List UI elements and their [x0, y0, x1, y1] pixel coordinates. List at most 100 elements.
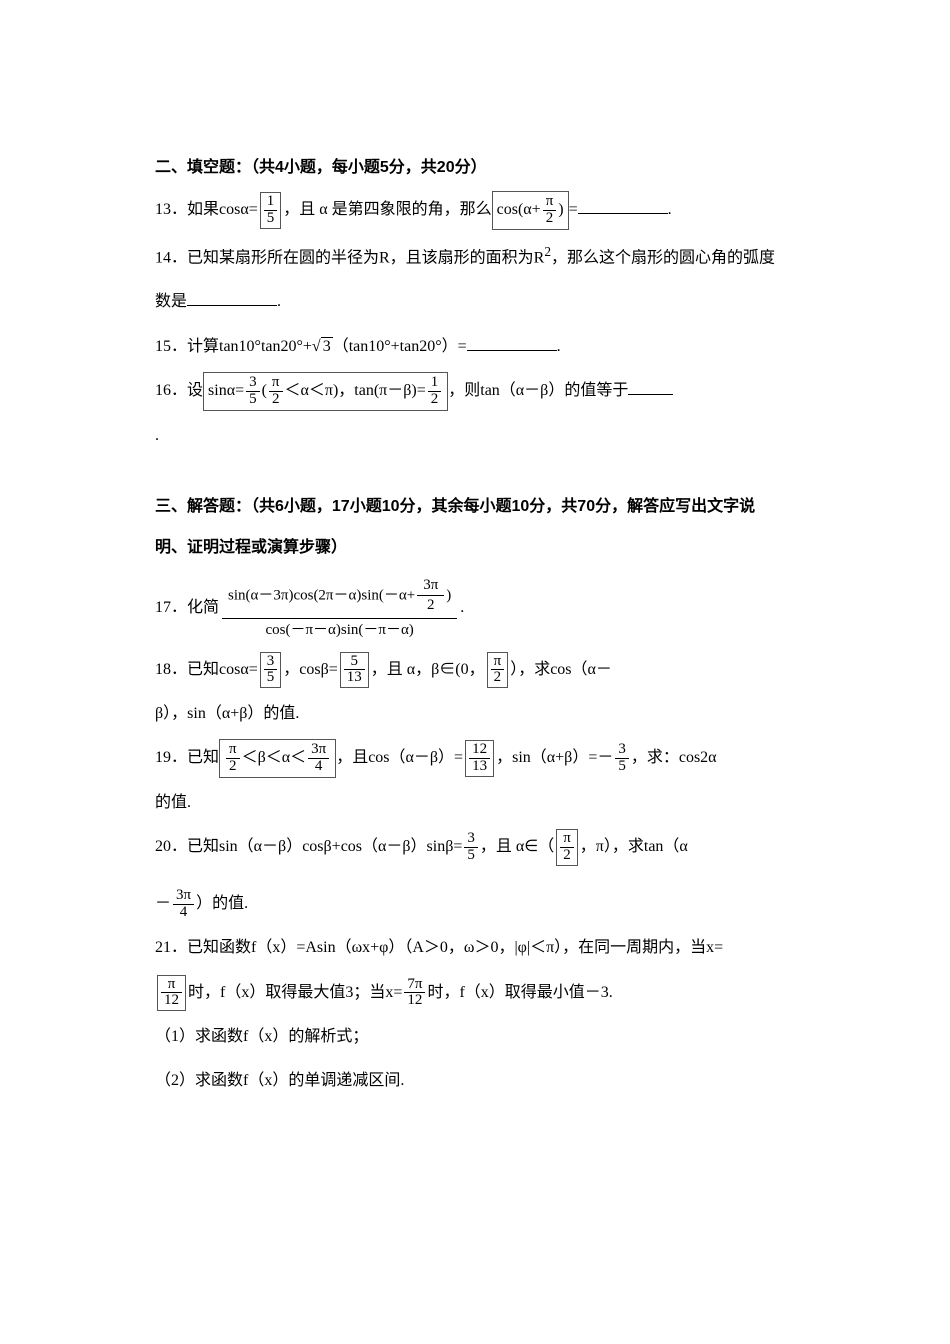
q20-l2post: ）的值.	[196, 895, 248, 912]
q16-f3n: 1	[428, 375, 442, 392]
q14-l1b: ，那么这个扇形的圆心角的弧度	[551, 249, 775, 266]
q16: 16．设sinα=35(π2＜α＜π)，tan(π－β)=12，则tan（α－β…	[155, 372, 795, 411]
q20-f1: 35	[464, 831, 478, 864]
q19-m1: ，且cos（α－β）=	[336, 749, 463, 766]
q21-sub1: （1）求函数f（x）的解析式；	[155, 1018, 795, 1056]
q17-nf-d: 2	[417, 596, 444, 616]
q19-f2n: 3π	[308, 742, 329, 759]
q18-f1d: 5	[264, 670, 278, 686]
q19: 19．已知π2＜β＜α＜3π4，且cos（α－β）=1213，sin（α+β）=…	[155, 739, 795, 778]
q19-line2: 的值.	[155, 784, 795, 822]
q19-f1n: π	[226, 742, 240, 759]
q17-num: sin(α－3π)cos(2π－α)sin(－α+3π2)	[222, 574, 457, 620]
q18-f2: 513	[340, 652, 369, 689]
q13-frac1-den: 5	[264, 211, 278, 227]
q18-m3: ），求cos（α－	[510, 661, 612, 678]
q20-f3d: 4	[173, 905, 194, 921]
q14-blank	[187, 289, 277, 306]
q17-period: .	[460, 599, 464, 616]
q18-f1n: 3	[264, 654, 278, 671]
q20-prefix: 20．已知sin（α－β）cosβ+cos（α－β）sinβ=	[155, 838, 462, 855]
q18-f2d: 13	[344, 670, 365, 686]
q19-f4n: 3	[615, 742, 629, 759]
q13-frac1: 15	[260, 192, 282, 229]
q13-expr-l: cos(α+	[497, 201, 541, 218]
q13-mid: ，且 α 是第四象限的角，那么	[283, 201, 491, 218]
q20-f2d: 2	[560, 848, 574, 864]
q13-expr-frac: π2	[543, 194, 557, 227]
q17-den: cos(－π－α)sin(－π－α)	[222, 619, 457, 643]
q18-prefix: 18．已知cosα=	[155, 661, 258, 678]
section2-title: 二、填空题：（共4小题，每小题5分，共20分）	[155, 150, 795, 185]
q15-prefix: 15．计算tan10°tan20°+	[155, 338, 312, 355]
q21-f2n: 7π	[404, 977, 425, 994]
q20: 20．已知sin（α－β）cosβ+cos（α－β）sinβ=35，且 α∈（π…	[155, 828, 795, 866]
q16-period: .	[155, 427, 159, 444]
q19-f3n: 12	[469, 742, 490, 759]
q14-l1a: 14．已知某扇形所在圆的半径为R，且该扇形的面积为R	[155, 249, 544, 266]
q18-f3: π2	[487, 652, 509, 689]
q19-lt: ＜β＜α＜	[242, 749, 307, 766]
q16-tail: ，则tan（α－β）的值等于	[448, 382, 628, 399]
q19-f3: 1213	[465, 740, 494, 777]
q21-f2: 7π12	[404, 977, 425, 1010]
q17-num-frac: 3π2	[417, 576, 444, 617]
q16-f3d: 2	[428, 392, 442, 408]
q13: 13．如果cosα=15，且 α 是第四象限的角，那么cos(α+π2)=.	[155, 191, 795, 230]
q19-f3d: 13	[469, 759, 490, 775]
q13-blank	[578, 197, 668, 214]
q17-bigfrac: sin(α－3π)cos(2π－α)sin(－α+3π2) cos(－π－α)s…	[222, 574, 457, 643]
q21-f2d: 12	[404, 993, 425, 1009]
q18-m2: ，且 α，β∈(0，	[371, 661, 485, 678]
q21-m2: 时，f（x）取得最小值－3.	[427, 984, 612, 1001]
q21-m1: 时，f（x）取得最大值3；当x=	[188, 984, 402, 1001]
q19-f4: 35	[615, 742, 629, 775]
q20-m2: ，π），求tan（α	[580, 838, 688, 855]
q17-nf-n: 3π	[417, 576, 444, 597]
q15: 15．计算tan10°tan20°+√3（tan10°+tan20°）=.	[155, 328, 795, 366]
q16-lt1: ＜α＜π)，tan(π－β)=	[285, 382, 426, 399]
q18-f3d: 2	[491, 670, 505, 686]
q21-f1n: π	[161, 977, 182, 994]
q18: 18．已知cosα=35，cosβ=513，且 α，β∈(0，π2），求cos（…	[155, 651, 795, 689]
q20-line2: －3π4）的值.	[155, 885, 795, 923]
q18-f3n: π	[491, 654, 505, 671]
q21-f1: π12	[157, 975, 186, 1012]
q14-line2: 数是.	[155, 283, 795, 321]
q18-f2n: 5	[344, 654, 365, 671]
q14-period: .	[277, 293, 281, 310]
q13-prefix: 13．如果cosα=	[155, 201, 258, 218]
q17-num-r: )	[446, 587, 451, 603]
q18-line2: β），sin（α+β）的值.	[155, 695, 795, 733]
q15-period: .	[557, 338, 561, 355]
q14-l2: 数是	[155, 293, 187, 310]
q16-sinl: sinα=	[208, 382, 244, 399]
section3-title2: 明、证明过程或演算步骤）	[155, 530, 795, 565]
q19-f2: 3π4	[308, 742, 329, 775]
q15-blank	[467, 334, 557, 351]
q19-f1d: 2	[226, 759, 240, 775]
q21-line2: π12时，f（x）取得最大值3；当x=7π12时，f（x）取得最小值－3.	[155, 974, 795, 1012]
q21-f1d: 12	[161, 993, 182, 1009]
q16-f1n: 3	[246, 375, 260, 392]
q16-period-line: .	[155, 417, 795, 455]
q16-f1d: 5	[246, 392, 260, 408]
q16-blank	[628, 378, 673, 395]
q17: 17．化简 sin(α－3π)cos(2π－α)sin(－α+3π2) cos(…	[155, 572, 795, 645]
q20-l2pre: －	[155, 895, 171, 912]
q21-sub2: （2）求函数f（x）的单调递减区间.	[155, 1062, 795, 1100]
q13-expr-r: )	[558, 201, 563, 218]
q18-f1: 35	[260, 652, 282, 689]
q16-pl: (	[262, 382, 267, 399]
q16-f2d: 2	[269, 392, 283, 408]
section3-title1: 三、解答题：（共6小题，17小题10分，其余每小题10分，共70分，解答应写出文…	[155, 489, 795, 524]
q17-num-l: sin(α－3π)cos(2π－α)sin(－α+	[228, 587, 415, 603]
q20-f3n: 3π	[173, 888, 194, 905]
q13-eq: =	[569, 201, 578, 218]
q19-m3: ，求：cos2α	[631, 749, 717, 766]
q16-f3: 12	[428, 375, 442, 408]
q19-f1: π2	[226, 742, 240, 775]
q17-prefix: 17．化简	[155, 599, 219, 616]
q19-m2: ，sin（α+β）=－	[496, 749, 613, 766]
q20-f1n: 3	[464, 831, 478, 848]
